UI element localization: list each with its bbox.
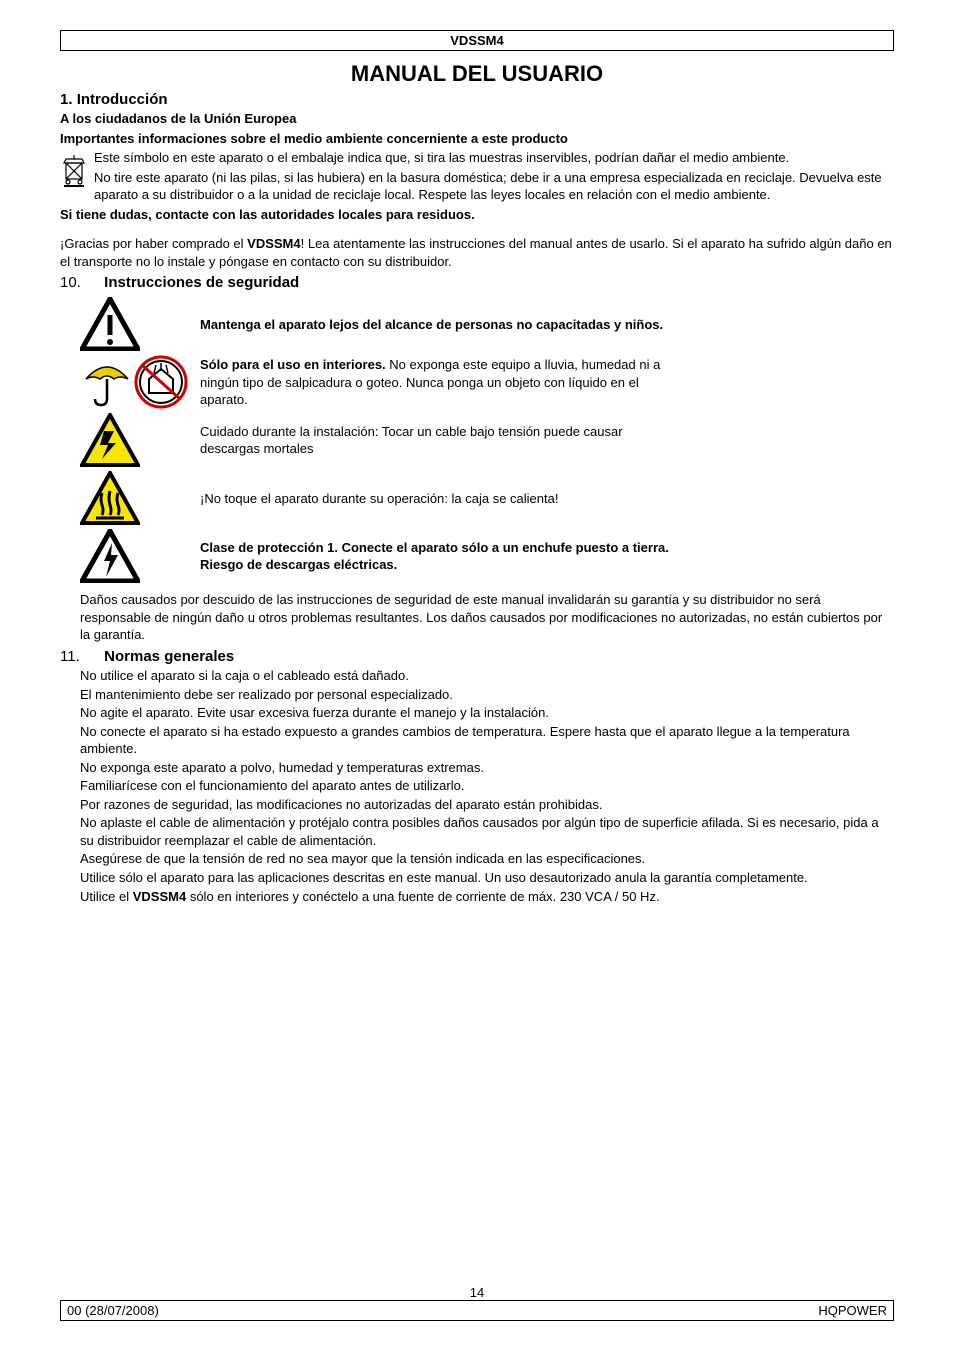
safety-icons <box>80 297 200 351</box>
section-intro-heading: 1. Introducción <box>60 91 894 108</box>
voltage-warning-icon <box>80 529 140 583</box>
safety-icons <box>80 529 200 583</box>
general-item: Asegúrese de que la tensión de red no se… <box>80 850 894 868</box>
safety-text: Clase de protección 1. Conecte el aparat… <box>200 539 680 574</box>
safety-row: ¡No toque el aparato durante su operació… <box>80 471 894 525</box>
safety-text: Cuidado durante la instalación: Tocar un… <box>200 423 680 458</box>
safety-row: Sólo para el uso en interiores. No expon… <box>80 355 894 409</box>
main-title: MANUAL DEL USUARIO <box>60 61 894 87</box>
safety-row: Clase de protección 1. Conecte el aparat… <box>80 529 894 583</box>
last-product: VDSSM4 <box>133 889 186 904</box>
section-general-heading: 11. Normas generales <box>60 648 894 665</box>
umbrella-icon <box>80 355 134 409</box>
general-item: No aplaste el cable de alimentación y pr… <box>80 814 894 849</box>
spacer <box>60 225 894 233</box>
hot-surface-icon <box>80 471 140 525</box>
safety-icons <box>80 471 200 525</box>
section-title: Normas generales <box>104 648 234 665</box>
general-last: Utilice el VDSSM4 sólo en interiores y c… <box>80 888 894 906</box>
general-item: El mantenimiento debe ser realizado por … <box>80 686 894 704</box>
eu-citizens-heading: A los ciudadanos de la Unión Europea <box>60 110 894 128</box>
footer-right: HQPOWER <box>818 1303 887 1318</box>
safety-text: Mantenga el aparato lejos del alcance de… <box>200 316 680 334</box>
weee-bin-icon <box>60 151 88 187</box>
section-safety-heading: 10. Instrucciones de seguridad <box>60 274 894 291</box>
general-item: No agite el aparato. Evite usar excesiva… <box>80 704 894 722</box>
safety-row: Cuidado durante la instalación: Tocar un… <box>80 413 894 467</box>
electric-shock-icon <box>80 413 140 467</box>
footer-left: 00 (28/07/2008) <box>67 1303 159 1318</box>
general-item: Familiarícese con el funcionamiento del … <box>80 777 894 795</box>
safety-icons <box>80 355 200 409</box>
general-item: Utilice sólo el aparato para las aplicac… <box>80 869 894 887</box>
safety-row: Mantenga el aparato lejos del alcance de… <box>80 297 894 351</box>
safety-table: Mantenga el aparato lejos del alcance de… <box>80 297 894 583</box>
env-info-heading: Importantes informaciones sobre el medio… <box>60 130 894 148</box>
thanks-product: VDSSM4 <box>247 236 300 251</box>
intro-p3: Si tiene dudas, contacte con las autorid… <box>60 206 894 224</box>
safety-bold-lead: Sólo para el uso en interiores. <box>200 357 386 372</box>
footer: 00 (28/07/2008) HQPOWER 14 <box>60 1300 894 1321</box>
safety-icons <box>80 413 200 467</box>
section-number: 10. <box>60 274 100 291</box>
safety-text: Sólo para el uso en interiores. No expon… <box>200 356 680 409</box>
section-number: 1. <box>60 91 73 108</box>
general-item: No utilice el aparato si la caja o el ca… <box>80 667 894 685</box>
intro-p1: Este símbolo en este aparato o el embala… <box>94 149 894 167</box>
safety-text: ¡No toque el aparato durante su operació… <box>200 490 680 508</box>
general-item: Por razones de seguridad, las modificaci… <box>80 796 894 814</box>
general-item: No conecte el aparato si ha estado expue… <box>80 723 894 758</box>
last-part1: Utilice el <box>80 889 133 904</box>
section-title: Instrucciones de seguridad <box>104 274 299 291</box>
thanks-part1: ¡Gracias por haber comprado el <box>60 236 247 251</box>
section-number: 11. <box>60 648 100 665</box>
header-product-code: VDSSM4 <box>60 30 894 51</box>
general-item: No exponga este aparato a polvo, humedad… <box>80 759 894 777</box>
section-title: Introducción <box>77 91 168 108</box>
last-part2: sólo en interiores y conéctelo a una fue… <box>186 889 659 904</box>
warning-exclamation-icon <box>80 297 140 351</box>
weee-block: Este símbolo en este aparato o el embala… <box>60 149 894 169</box>
safety-damage-note: Daños causados por descuido de las instr… <box>80 591 894 644</box>
indoor-use-icon <box>134 355 188 409</box>
intro-p2: No tire este aparato (ni las pilas, si l… <box>60 169 894 204</box>
intro-thanks: ¡Gracias por haber comprado el VDSSM4! L… <box>60 235 894 270</box>
footer-page-number: 14 <box>470 1285 484 1300</box>
